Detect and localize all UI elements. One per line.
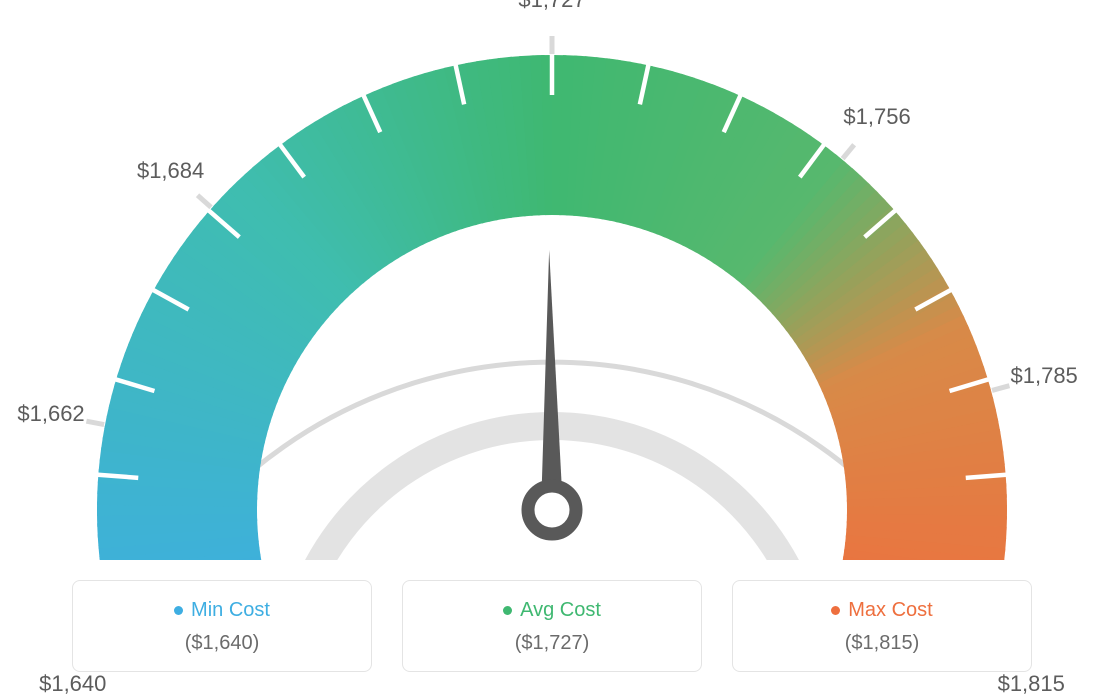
legend-min-title: Min Cost (191, 599, 270, 622)
legend-max-value: ($1,815) (745, 632, 1019, 655)
legend-min-box: Min Cost ($1,640) (72, 580, 372, 672)
gauge-tick-label: $1,727 (518, 0, 585, 13)
gauge-tick-label: $1,815 (998, 671, 1065, 697)
legend-min-value: ($1,640) (85, 632, 359, 655)
gauge-tick-label: $1,684 (137, 158, 204, 184)
gauge-tick-label: $1,662 (17, 401, 84, 427)
gauge-area: $1,640$1,662$1,684$1,727$1,756$1,785$1,8… (0, 0, 1104, 560)
gauge-svg (0, 0, 1104, 560)
legend-avg-value: ($1,727) (415, 632, 689, 655)
gauge-tick-label: $1,785 (1011, 363, 1078, 389)
legend-avg-title: Avg Cost (520, 599, 601, 622)
legend-max-title: Max Cost (848, 599, 932, 622)
cost-gauge-chart: $1,640$1,662$1,684$1,727$1,756$1,785$1,8… (0, 0, 1104, 690)
legend-max-box: Max Cost ($1,815) (732, 580, 1032, 672)
legend-avg-box: Avg Cost ($1,727) (402, 580, 702, 672)
max-dot-icon (831, 606, 840, 615)
min-dot-icon (174, 606, 183, 615)
gauge-tick-label: $1,640 (39, 671, 106, 697)
gauge-tick-label: $1,756 (843, 104, 910, 130)
legend-row: Min Cost ($1,640) Avg Cost ($1,727) Max … (0, 580, 1104, 672)
avg-dot-icon (503, 606, 512, 615)
